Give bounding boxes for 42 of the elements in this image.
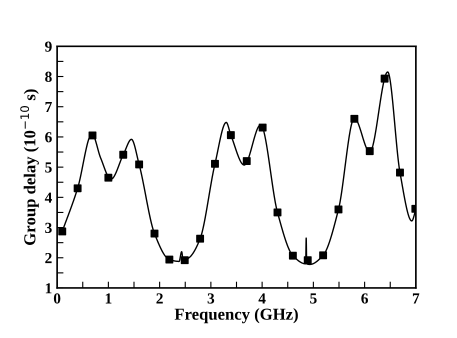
y-tick-label: 9 <box>45 41 52 52</box>
y-tick-label: 2 <box>45 252 52 264</box>
y-tick-label: 7 <box>46 102 52 112</box>
point <box>274 208 282 216</box>
point <box>334 205 342 214</box>
x-tick-label: 5 <box>310 293 317 304</box>
point <box>319 251 328 260</box>
y-tick-label: 1 <box>46 283 52 294</box>
point <box>242 157 251 166</box>
point <box>119 150 128 159</box>
x-tick-label: 7 <box>412 293 420 304</box>
point <box>396 168 404 177</box>
x-tick-label: 0 <box>54 293 60 304</box>
y-tick-label: 5 <box>45 162 52 173</box>
x-tick-label: 3 <box>208 293 214 304</box>
point <box>350 114 358 123</box>
y-tick-label: 6 <box>45 132 52 142</box>
point <box>196 234 204 243</box>
point <box>304 256 312 264</box>
point <box>258 124 267 132</box>
x-tick-label: 1 <box>106 293 112 304</box>
point <box>226 131 235 140</box>
y-tick-label: 8 <box>45 72 52 82</box>
x-tick-label: 6 <box>361 293 368 304</box>
y-tick-label: 4 <box>44 192 52 203</box>
x-tick-label: 4 <box>258 293 266 304</box>
x-axis-title: Frequency (GHz) <box>174 308 298 324</box>
point <box>74 184 82 192</box>
point <box>366 147 374 156</box>
point <box>150 230 158 238</box>
y-axis-title: Group delay (10$^{−10}$ s) <box>20 89 39 245</box>
point <box>165 256 174 264</box>
point <box>288 252 297 260</box>
x-tick-label: 2 <box>156 293 163 304</box>
point <box>58 228 66 236</box>
point <box>380 74 389 83</box>
point <box>104 174 112 182</box>
point <box>180 256 189 264</box>
point <box>88 131 96 140</box>
point <box>211 160 219 168</box>
point <box>135 160 144 168</box>
y-tick-label: 3 <box>45 222 52 234</box>
